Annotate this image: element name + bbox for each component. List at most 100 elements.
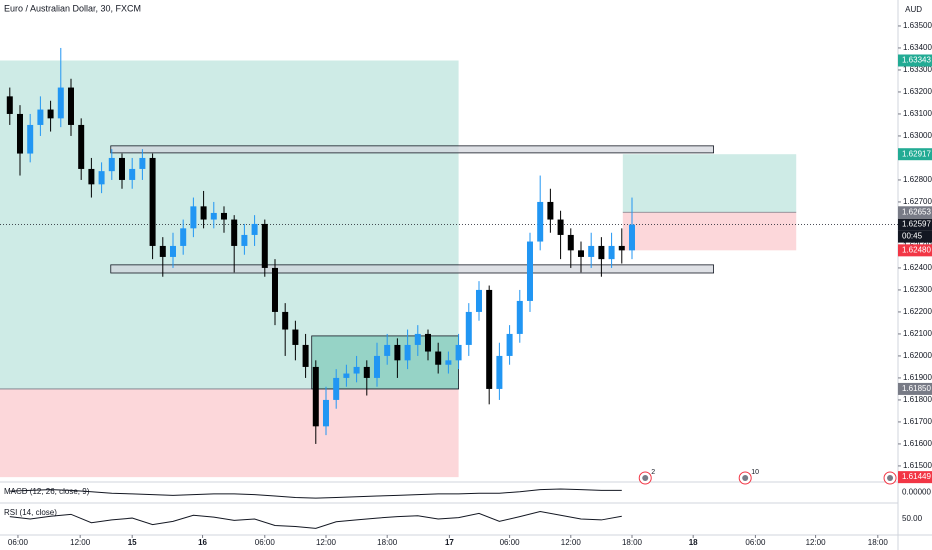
candle-body	[108, 157, 115, 172]
candle-body	[67, 87, 74, 125]
candle-body	[465, 311, 472, 345]
x-tick-label: 06:00	[745, 538, 766, 547]
candle-body	[506, 333, 513, 356]
stop-zone	[622, 212, 797, 251]
candle-body	[598, 245, 605, 260]
price-axis-bg	[898, 0, 932, 550]
candle-body	[139, 157, 146, 169]
candle-body	[526, 241, 533, 301]
plot: 1.63500 1.63400 1.63300 1.63200 1.63100 1.630…	[0, 21, 932, 547]
macd-label: MACD (12, 26, close, 9)	[4, 487, 90, 496]
candle-body	[190, 206, 197, 229]
price-tag-bg	[898, 382, 932, 395]
zone-box	[110, 264, 714, 274]
current-price-tag-bg	[898, 218, 932, 231]
countdown: 00:45	[902, 232, 923, 241]
y-tick-label: 1.62300	[903, 285, 932, 294]
candle-body	[373, 355, 380, 378]
y-tick-label: 1.61600	[903, 439, 932, 448]
candle-body	[384, 344, 391, 356]
currency: AUD	[905, 5, 922, 14]
candle-body	[16, 113, 23, 154]
candle-body	[312, 366, 319, 427]
candle-body	[57, 87, 64, 119]
event-count: 2	[651, 469, 655, 476]
candle-body	[445, 360, 452, 365]
candle-body	[557, 219, 564, 235]
price-tag-bg	[898, 471, 932, 484]
candle-body	[588, 245, 595, 257]
candle-body	[537, 201, 544, 242]
candle-body	[220, 212, 227, 220]
candle-body	[363, 366, 370, 378]
x-tick-label: 18	[689, 538, 698, 547]
candle-body	[98, 171, 105, 185]
y-tick-label: 1.62000	[903, 351, 932, 360]
candle-body	[282, 311, 289, 330]
candle-body	[251, 223, 258, 235]
price-tag: 1.61449	[902, 472, 931, 481]
event-icon-inner	[642, 475, 649, 481]
x-tick-label: 18:00	[622, 538, 643, 547]
candle-body	[159, 245, 166, 257]
candle-body	[261, 223, 268, 268]
y-tick-label: 1.61900	[903, 373, 932, 382]
x-tick-label: 12:00	[806, 538, 827, 547]
candle-body	[27, 124, 34, 154]
x-tick-label: 06:00	[500, 538, 521, 547]
x-tick-label: 06:00	[255, 538, 276, 547]
candle-body	[271, 267, 278, 312]
zone-box	[110, 145, 714, 154]
x-tick-label: 06:00	[8, 538, 29, 547]
y-tick-label: 1.63500	[903, 21, 932, 30]
candle-body	[180, 228, 187, 246]
candle-body	[231, 219, 238, 246]
event-icon-inner	[742, 475, 749, 481]
candle-body	[88, 168, 95, 185]
candle-body	[496, 355, 503, 389]
x-tick-label: 18:00	[377, 538, 398, 547]
y-tick-label: 1.63200	[903, 87, 932, 96]
candle-body	[455, 344, 462, 361]
candle-body	[608, 245, 615, 260]
target-zone	[0, 60, 459, 389]
event-count: 10	[751, 469, 759, 476]
candle-body	[200, 206, 207, 220]
current-price-tag: 1.62597	[902, 220, 931, 229]
candle-body	[628, 224, 635, 251]
candle-body	[343, 373, 350, 378]
candle-body	[547, 201, 554, 220]
countdown-bg	[898, 230, 932, 243]
y-tick-label: 1.62100	[903, 329, 932, 338]
candle-body	[486, 289, 493, 389]
candle-body	[241, 234, 248, 246]
candle-body	[618, 245, 625, 251]
y-tick-label: 1.63300	[903, 65, 932, 74]
price-tag: 1.62653	[902, 207, 931, 216]
y-tick-label: 1.63000	[903, 131, 932, 140]
price-tag: 1.61850	[902, 384, 931, 393]
candle-body	[322, 399, 329, 427]
candle-body	[577, 250, 584, 257]
candle-body	[78, 124, 85, 169]
candle-body	[394, 344, 401, 361]
price-tag-bg	[898, 244, 932, 257]
price-tag: 1.62917	[902, 149, 931, 158]
price-tag: 1.63343	[902, 56, 931, 65]
candle-body	[435, 351, 442, 365]
y-tick-label: 1.61800	[903, 395, 932, 404]
rsi-label: RSI (14, close)	[4, 508, 57, 517]
candle-body	[6, 96, 13, 114]
y-tick-label: 1.61500	[903, 461, 932, 470]
target-zone	[622, 154, 797, 213]
price-tag-bg	[898, 54, 932, 67]
candle-body	[47, 109, 54, 119]
candle-body	[129, 168, 136, 180]
candle-body	[475, 289, 482, 312]
x-tick-label: 16	[198, 538, 207, 547]
candle-body	[516, 300, 523, 334]
y-tick-label: 1.62200	[903, 307, 932, 316]
candle-body	[292, 329, 299, 345]
candle-body	[169, 245, 176, 257]
